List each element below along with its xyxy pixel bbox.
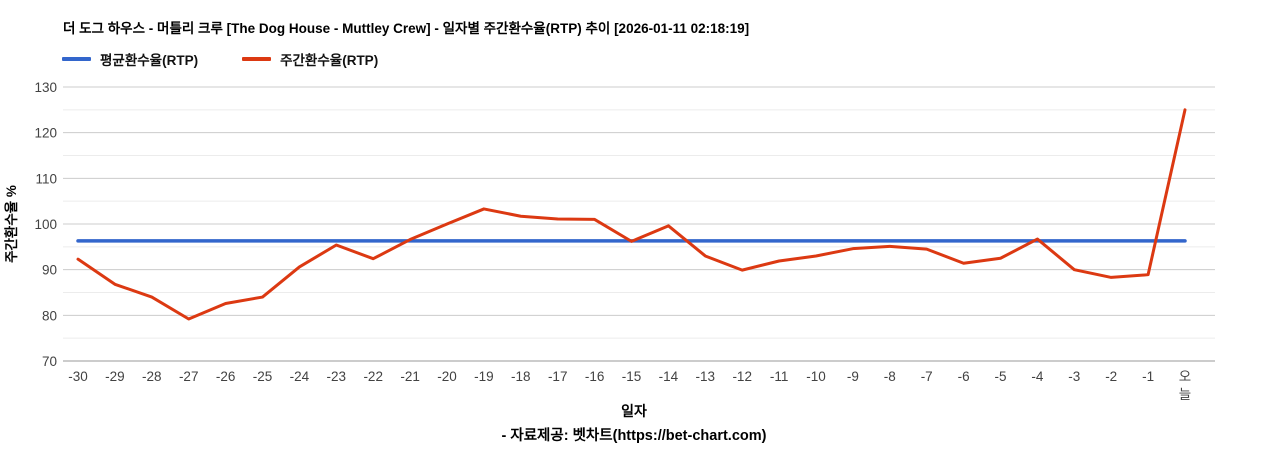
- x-tick-label: -26: [216, 369, 236, 384]
- x-tick-label: -30: [68, 369, 88, 384]
- x-tick-label: -11: [770, 369, 789, 384]
- x-tick-label: -27: [179, 369, 199, 384]
- y-axis-title: 주간환수율 %: [3, 185, 19, 263]
- x-tick-label: -25: [253, 369, 273, 384]
- x-tick-label: -7: [921, 369, 933, 384]
- x-tick-label: -5: [994, 369, 1006, 384]
- x-tick-label: -13: [696, 369, 716, 384]
- x-tick-label: -3: [1068, 369, 1080, 384]
- x-tick-label: -22: [363, 369, 383, 384]
- x-tick-label: -8: [884, 369, 896, 384]
- y-tick-label: 80: [42, 308, 57, 323]
- legend-label-weekly-rtp: 주간환수율(RTP): [280, 53, 379, 68]
- y-tick-label: 90: [42, 263, 57, 278]
- x-tick-label: -18: [511, 369, 531, 384]
- x-axis-title: 일자: [621, 403, 647, 419]
- footer-credit: - 자료제공: 벳차트(https://bet-chart.com): [501, 428, 767, 444]
- x-tick-label: -1: [1142, 369, 1154, 384]
- x-tick-label: -14: [659, 369, 679, 384]
- legend-item-average-rtp: 평균환수율(RTP): [62, 49, 198, 69]
- y-tick-label: 110: [35, 171, 57, 186]
- y-tick-label: 130: [34, 80, 57, 95]
- x-tick-label: -19: [474, 369, 494, 384]
- x-tick-label: -9: [847, 369, 859, 384]
- x-tick-label: -16: [585, 369, 605, 384]
- x-tick-label: -21: [400, 369, 420, 384]
- y-tick-label: 100: [34, 217, 57, 232]
- legend-item-weekly-rtp: 주간환수율(RTP): [242, 49, 378, 69]
- weekly-rtp-line: [76, 108, 1187, 321]
- x-tick-label: -20: [437, 369, 457, 384]
- x-tick-label: -23: [327, 369, 347, 384]
- x-tick-label: -15: [622, 369, 642, 384]
- x-tick-label: -17: [548, 369, 568, 384]
- chart-title: 더 도그 하우스 - 머틀리 크루 [The Dog House - Muttl…: [63, 21, 750, 36]
- average-line-swatch: [62, 57, 91, 61]
- weekly-line-swatch: [242, 57, 272, 61]
- x-tick-label: -24: [290, 369, 310, 384]
- legend-label-average-rtp: 평균환수율(RTP): [100, 53, 199, 68]
- y-tick-label: 120: [34, 126, 57, 141]
- x-tick-label: -4: [1031, 369, 1043, 384]
- x-tick-label: -6: [958, 369, 970, 384]
- y-tick-label: 70: [42, 354, 57, 369]
- x-tick-label: -28: [142, 369, 162, 384]
- x-tick-label: -2: [1105, 369, 1117, 384]
- x-tick-label: -12: [732, 369, 752, 384]
- x-tick-label: -10: [806, 369, 826, 384]
- legend: 평균환수율(RTP) 주간환수율(RTP): [62, 49, 378, 69]
- x-tick-label: -29: [105, 369, 125, 384]
